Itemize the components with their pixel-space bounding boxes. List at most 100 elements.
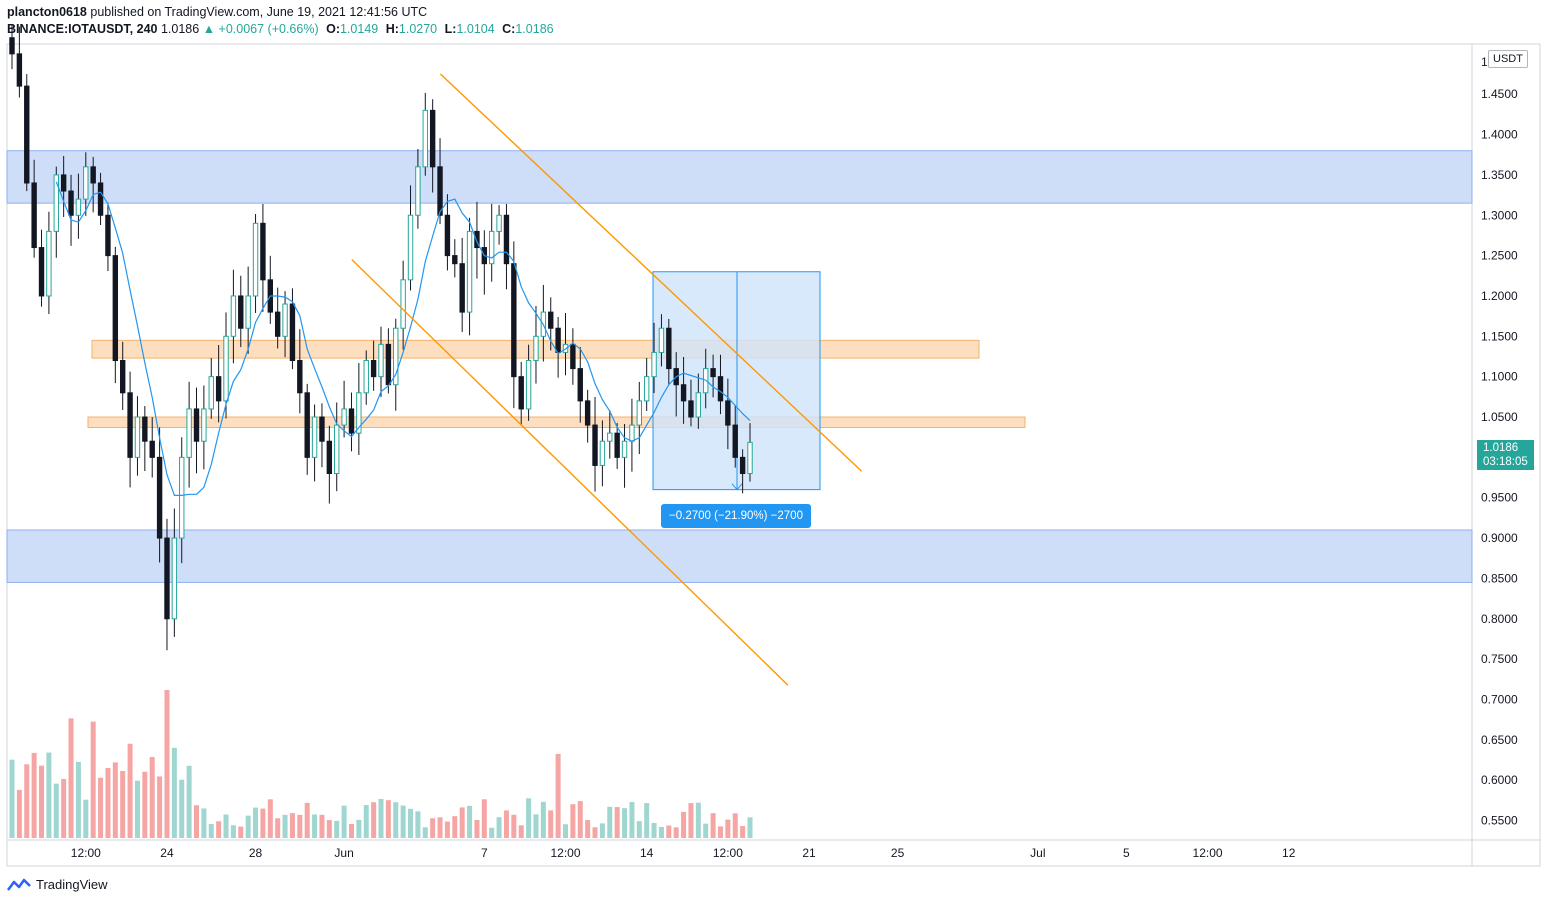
price-tick-label: 1.4500 bbox=[1481, 87, 1518, 101]
measure-arrow-head bbox=[731, 483, 743, 491]
time-tick-label: 24 bbox=[160, 846, 174, 860]
volume-bar bbox=[53, 783, 59, 838]
candle bbox=[245, 266, 251, 354]
volume-bar bbox=[673, 827, 679, 838]
price-tick-label: 0.6000 bbox=[1481, 773, 1518, 787]
author-name[interactable]: plancton0618 bbox=[7, 5, 87, 19]
volume-bar bbox=[629, 801, 635, 838]
price-tick-label: 1.2000 bbox=[1481, 289, 1518, 303]
published-text: published on TradingView.com, June 19, 2… bbox=[90, 5, 428, 19]
price-tick-label: 0.5500 bbox=[1481, 814, 1518, 828]
candle bbox=[525, 344, 532, 421]
volume-bar bbox=[16, 789, 22, 838]
candle bbox=[592, 397, 598, 492]
candle-body bbox=[577, 368, 583, 402]
candle-body bbox=[607, 432, 613, 442]
candle bbox=[651, 322, 657, 394]
volume-bar bbox=[563, 824, 568, 838]
volume-bar bbox=[297, 814, 303, 838]
candle-body bbox=[90, 166, 96, 184]
price-tick-label: 1.2500 bbox=[1481, 249, 1518, 263]
candle bbox=[437, 138, 443, 225]
candle-body bbox=[548, 311, 554, 329]
candle-body bbox=[710, 368, 716, 378]
candle bbox=[725, 378, 731, 450]
volume-bar bbox=[592, 827, 598, 838]
candle bbox=[252, 214, 259, 313]
candle bbox=[105, 202, 111, 272]
bar-countdown: 03:18:05 bbox=[1483, 456, 1528, 468]
candle-body bbox=[570, 343, 576, 370]
candle-body bbox=[319, 416, 325, 442]
candle-body bbox=[289, 303, 296, 362]
currency-unit-badge[interactable]: USDT bbox=[1488, 50, 1528, 68]
candle bbox=[156, 427, 163, 563]
volume-bar bbox=[112, 762, 118, 838]
candle-body bbox=[208, 376, 214, 410]
candle bbox=[112, 246, 119, 384]
support-zone-blue bbox=[6, 529, 1473, 583]
candle bbox=[363, 350, 369, 405]
volume-bar bbox=[644, 803, 650, 838]
volume-bar bbox=[688, 803, 694, 838]
candle bbox=[393, 318, 399, 411]
volume-bar bbox=[408, 808, 414, 838]
candle-body bbox=[739, 456, 746, 474]
volume-bar bbox=[511, 814, 517, 838]
volume-bar bbox=[533, 814, 539, 838]
candle bbox=[53, 166, 59, 258]
close-label: C: bbox=[502, 22, 516, 36]
candle bbox=[710, 354, 716, 398]
footer-brand[interactable]: TradingView bbox=[7, 877, 108, 892]
candle bbox=[385, 328, 392, 394]
candle-body bbox=[215, 376, 222, 402]
volume-bar bbox=[68, 718, 74, 838]
open-value: 1.0149 bbox=[339, 22, 379, 36]
candle-body bbox=[370, 360, 377, 378]
candle bbox=[311, 404, 318, 482]
candle-body bbox=[385, 343, 392, 386]
publisher-line: plancton0618 published on TradingView.co… bbox=[7, 5, 427, 19]
volume-bar bbox=[437, 817, 443, 838]
volume-bar bbox=[267, 799, 273, 838]
candle-body bbox=[415, 166, 421, 216]
volume-bar bbox=[134, 780, 140, 838]
low-label: L: bbox=[444, 22, 457, 36]
candle bbox=[717, 354, 724, 415]
candle-body bbox=[149, 440, 155, 458]
candle bbox=[577, 347, 583, 423]
price-tick-label: 1.4000 bbox=[1481, 128, 1518, 142]
candle-body bbox=[695, 392, 702, 418]
candle bbox=[230, 269, 237, 364]
volume-bar bbox=[83, 799, 89, 838]
volume-bar bbox=[747, 817, 753, 838]
candle bbox=[636, 381, 642, 455]
candle bbox=[201, 385, 207, 470]
candle-body bbox=[193, 408, 200, 442]
volume-bar bbox=[474, 819, 480, 838]
candle-body bbox=[171, 537, 178, 620]
candle bbox=[599, 420, 606, 487]
candle-body bbox=[311, 416, 318, 458]
current-price-label: 1.0186 03:18:05 bbox=[1477, 440, 1534, 470]
time-tick-label: Jun bbox=[334, 846, 353, 860]
tradingview-logo-icon bbox=[7, 878, 31, 891]
candle bbox=[518, 361, 524, 426]
candle bbox=[16, 26, 23, 98]
candle-body bbox=[186, 408, 192, 458]
price-tick-label: 1.0500 bbox=[1481, 410, 1518, 424]
candle bbox=[38, 229, 45, 307]
price-tick-label: 1.3500 bbox=[1481, 168, 1518, 182]
footer-brand-text: TradingView bbox=[36, 877, 108, 892]
volume-bar bbox=[319, 814, 325, 838]
volume-bar bbox=[585, 820, 591, 838]
candle-body bbox=[363, 360, 369, 394]
candle-body bbox=[666, 327, 672, 370]
candle bbox=[149, 417, 155, 478]
volume-bar bbox=[304, 802, 310, 838]
support-zone-blue bbox=[6, 150, 1473, 204]
candle-body bbox=[120, 360, 126, 394]
candle-body bbox=[584, 400, 591, 426]
volume-bar bbox=[459, 807, 465, 838]
